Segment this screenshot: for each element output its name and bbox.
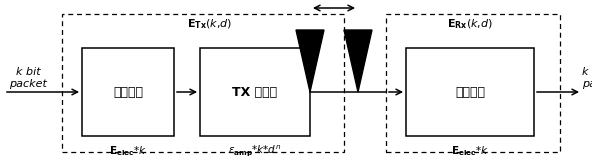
Bar <box>386 14 560 152</box>
Text: k bit
packet: k bit packet <box>582 67 592 89</box>
Polygon shape <box>344 30 372 92</box>
Bar <box>406 48 534 136</box>
Bar <box>82 48 174 136</box>
Bar <box>62 14 344 152</box>
Text: $\varepsilon_{\mathbf{amp}}$*$k$*$d^{n}$: $\varepsilon_{\mathbf{amp}}$*$k$*$d^{n}$ <box>229 143 282 158</box>
Text: 接收单元: 接收单元 <box>455 86 485 98</box>
Text: TX 放大器: TX 放大器 <box>233 86 278 98</box>
Text: $\mathbf{E}_{\mathbf{elec}}$*$k$: $\mathbf{E}_{\mathbf{elec}}$*$k$ <box>451 144 489 158</box>
Text: 传输单元: 传输单元 <box>113 86 143 98</box>
Text: $\mathbf{E}_{\mathbf{Rx}}$($k$,$d$): $\mathbf{E}_{\mathbf{Rx}}$($k$,$d$) <box>447 17 493 31</box>
Text: $\mathbf{E}_{\mathbf{Tx}}$($k$,$d$): $\mathbf{E}_{\mathbf{Tx}}$($k$,$d$) <box>188 17 233 31</box>
Text: $\mathbf{E}_{\mathbf{elec}}$*$k$: $\mathbf{E}_{\mathbf{elec}}$*$k$ <box>109 144 147 158</box>
Polygon shape <box>296 30 324 92</box>
Text: $d$: $d$ <box>329 0 339 2</box>
Text: k bit
packet: k bit packet <box>9 67 47 89</box>
Bar <box>200 48 310 136</box>
